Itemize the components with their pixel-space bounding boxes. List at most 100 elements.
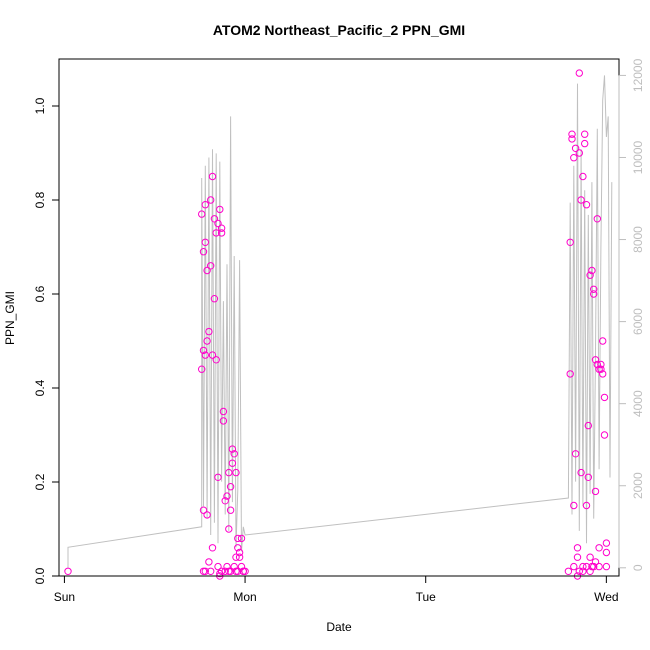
data-point [586, 553, 594, 561]
data-point [234, 567, 242, 575]
data-point [223, 562, 231, 571]
concentration-line [67, 75, 613, 568]
data-point [64, 567, 72, 575]
data-point [237, 534, 246, 543]
y2-tick-label: 0 [631, 564, 645, 571]
data-point [198, 365, 206, 373]
data-point [201, 351, 210, 359]
data-point [573, 553, 582, 561]
chart-title: ATOM2 Northeast_Pacific_2 PPN_GMI [213, 22, 465, 38]
data-point [564, 567, 573, 575]
data-point [600, 431, 609, 439]
data-point [219, 417, 228, 425]
y-axis-left: 0.0 0.2 0.4 0.6 0.8 1.0 [33, 97, 60, 584]
data-point [234, 534, 242, 543]
x-tick-label: Sun [54, 590, 75, 604]
x-tick-label: Wed [594, 590, 618, 604]
data-point [214, 473, 222, 481]
data-point [226, 483, 235, 491]
y-tick-label: 0.6 [33, 285, 47, 302]
x-tick-label: Mon [233, 590, 256, 604]
y2-tick-label: 8000 [631, 226, 645, 253]
plot-frame [58, 58, 620, 577]
data-point [223, 492, 231, 500]
data-point [602, 548, 611, 557]
y-axis-label: PPN_GMI [3, 291, 17, 345]
concentration-line-layer [67, 75, 613, 568]
y2-tick-label: 2000 [631, 472, 645, 499]
data-point [198, 210, 206, 218]
data-point [593, 360, 601, 369]
data-point [207, 196, 215, 204]
data-point [566, 238, 574, 247]
y2-tick-label: 4000 [631, 390, 645, 417]
data-point [210, 215, 219, 223]
data-point [577, 468, 585, 477]
x-axis: Sun Mon Tue Wed [54, 575, 619, 604]
data-point [599, 337, 607, 345]
data-point [597, 365, 605, 373]
data-point [201, 201, 210, 209]
data-point [214, 219, 222, 228]
data-point [575, 149, 583, 157]
data-point [591, 487, 600, 496]
data-point [584, 421, 592, 430]
data-point [586, 567, 594, 575]
data-point [571, 450, 580, 458]
data-point [228, 459, 237, 467]
y2-tick-label: 12000 [631, 58, 645, 92]
data-point [219, 407, 228, 416]
data-point [590, 290, 598, 298]
data-point [201, 238, 210, 247]
data-point [221, 497, 229, 505]
data-point [575, 567, 583, 575]
data-point [582, 501, 591, 510]
data-point [235, 548, 244, 557]
data-point [201, 567, 210, 575]
data-point [600, 393, 609, 402]
data-point [570, 562, 578, 571]
data-point [584, 473, 592, 481]
data-point [214, 562, 222, 571]
data-point [577, 196, 585, 204]
data-point [602, 539, 611, 547]
y-tick-label: 0.8 [33, 191, 47, 208]
y-tick-label: 1.0 [33, 97, 47, 114]
data-point [207, 262, 215, 270]
data-point [237, 562, 246, 571]
data-point [571, 144, 580, 153]
data-point [595, 562, 603, 571]
y-tick-label: 0.4 [33, 379, 47, 396]
data-point [232, 468, 240, 477]
data-point [579, 562, 587, 571]
data-point [586, 271, 594, 279]
data-point [579, 567, 587, 575]
data-point [205, 327, 213, 336]
data-point [602, 562, 611, 571]
data-point [590, 285, 598, 293]
data-point [217, 229, 226, 237]
data-point [591, 558, 600, 566]
data-point [212, 356, 220, 364]
data-point [199, 248, 208, 256]
data-point [208, 544, 217, 552]
data-point [207, 567, 215, 575]
data-point [593, 215, 601, 223]
data-point [199, 346, 208, 355]
data-point [595, 544, 603, 552]
data-point [230, 450, 238, 458]
data-point [225, 525, 233, 533]
data-point [203, 337, 211, 345]
data-point [570, 501, 578, 510]
data-point [590, 562, 598, 571]
data-point [588, 266, 596, 275]
data-point [217, 224, 226, 232]
data-point [217, 567, 226, 575]
data-point [234, 544, 242, 552]
data-point [573, 544, 582, 552]
x-axis-label: Date [326, 620, 352, 634]
data-point [566, 370, 574, 378]
data-point [221, 567, 229, 575]
data-point [581, 139, 589, 148]
